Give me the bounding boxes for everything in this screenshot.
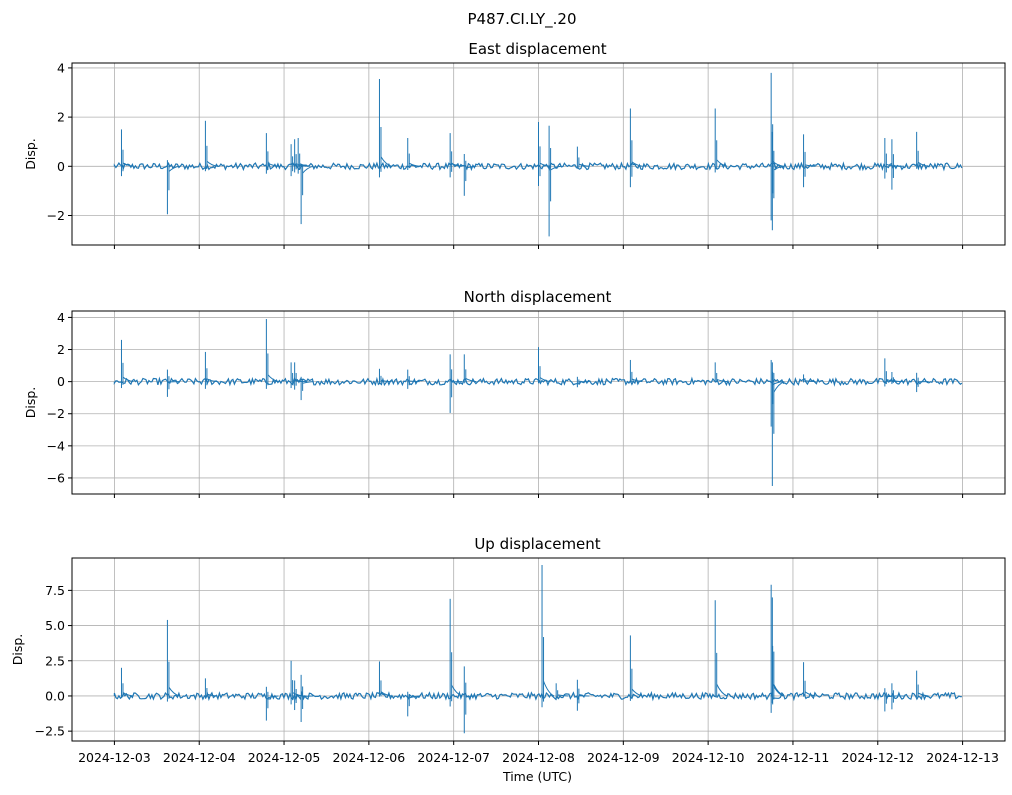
series-drift: [451, 381, 463, 383]
y-tick-label: 5.0: [45, 618, 65, 633]
series-drift: [267, 695, 279, 699]
x-tick-label: 2024-12-06: [333, 750, 406, 765]
series-drift: [302, 165, 314, 174]
series-drift: [122, 376, 134, 383]
subplot-3: 2024-12-03 2024-12-04 2024-12-05 2024-12-06…: [10, 535, 1006, 784]
series-drift: [206, 160, 218, 167]
y-tick-label: 2.5: [45, 653, 65, 668]
series-drift: [557, 694, 569, 697]
series-drift: [578, 163, 590, 167]
series-drift: [465, 695, 477, 698]
series-drift: [409, 380, 420, 383]
y-tick-label: −2: [47, 208, 65, 223]
series-drift: [206, 378, 218, 383]
x-tick-label: 2024-12-12: [841, 750, 914, 765]
y-tick-label: −2.5: [35, 724, 65, 739]
series-drift: [716, 683, 728, 697]
series-drift: [917, 161, 929, 167]
y-tick-label: 2: [57, 110, 65, 125]
panels: 4 2 0 −2 East displacement Disp. 4 2 0 −2 −4 −6 Nort…: [10, 40, 1006, 784]
series-drift: [122, 162, 134, 167]
x-tick-label: 2024-12-03: [78, 750, 151, 765]
x-tick-label: 2024-12-11: [757, 750, 830, 765]
series-drift: [773, 684, 785, 697]
series-drift: [380, 379, 392, 383]
grid: [72, 311, 1005, 494]
series-drift: [267, 162, 279, 167]
series-drift: [631, 378, 643, 383]
series-drift: [122, 692, 134, 697]
subplot-title: North displacement: [464, 288, 612, 306]
series-drift: [302, 695, 314, 698]
y-tick-label: −6: [47, 470, 65, 485]
series-drift: [292, 164, 304, 167]
series-drift: [451, 163, 463, 167]
series-drift: [804, 164, 816, 167]
ticks: [68, 316, 964, 498]
ticks: [68, 589, 964, 745]
series-drift: [893, 165, 904, 167]
series-drift: [917, 692, 929, 697]
y-tick-label: 4: [57, 60, 65, 75]
subplot-1: 4 2 0 −2 East displacement Disp.: [23, 40, 1006, 249]
x-tick-label: 2024-12-10: [672, 750, 745, 765]
series-drift: [631, 688, 643, 697]
series-drift: [773, 381, 785, 393]
series-drift: [267, 374, 279, 383]
series-drift: [408, 162, 420, 167]
x-tick-label: 2024-12-08: [502, 750, 575, 765]
series-baseline: [113, 161, 963, 172]
series-drift: [805, 380, 816, 383]
x-tick-label: 2024-12-05: [248, 750, 321, 765]
series-drift: [380, 691, 392, 697]
subplot-2: 4 2 0 −2 −4 −6 North displacement Disp.: [23, 288, 1006, 498]
y-tick-label: 0.0: [45, 688, 65, 703]
series-baseline: [113, 690, 962, 702]
y-tick-label: 7.5: [45, 583, 65, 598]
series-line: [113, 72, 963, 237]
y-tick-label: −4: [47, 438, 65, 453]
series-drift: [302, 381, 314, 384]
series-drift: [550, 165, 562, 171]
series-drift: [299, 163, 311, 167]
series-drift: [631, 161, 643, 167]
series-drift: [716, 378, 728, 383]
x-tick-label: 2024-12-09: [587, 750, 660, 765]
series-drift: [539, 377, 551, 383]
series-line: [113, 319, 963, 486]
series-drift: [893, 380, 904, 383]
series-drift: [804, 691, 816, 697]
y-axis-label: Disp.: [10, 634, 25, 666]
y-tick-label: −2: [47, 406, 65, 421]
series-baseline: [113, 376, 963, 387]
series-drift: [409, 695, 420, 699]
figure-title: P487.CI.LY_.20: [468, 10, 577, 29]
y-tick-label: 2: [57, 342, 65, 357]
series-drift: [773, 165, 785, 171]
y-tick-label: 4: [57, 310, 65, 325]
subplot-title: East displacement: [468, 40, 606, 58]
series-line: [113, 565, 962, 734]
y-axis-label: Disp.: [23, 138, 38, 170]
series-drift: [451, 684, 463, 697]
x-axis-label: Time (UTC): [502, 769, 572, 784]
series-drift: [168, 686, 180, 697]
ticks: [68, 67, 964, 249]
x-tick-label: 2024-12-13: [926, 750, 999, 765]
series-drift: [543, 680, 555, 697]
subplot-title: Up displacement: [474, 535, 600, 553]
grid: [72, 558, 1005, 741]
y-tick-label: 0: [57, 159, 65, 174]
series-drift: [465, 165, 477, 169]
series-drift: [168, 165, 180, 172]
y-tick-label: 0: [57, 374, 65, 389]
series-drift: [465, 377, 477, 383]
series-drift: [716, 159, 728, 167]
y-axis-label: Disp.: [23, 387, 38, 419]
x-tick-label: 2024-12-07: [417, 750, 490, 765]
series-drift: [206, 693, 218, 697]
series-drift: [380, 156, 392, 167]
x-tick-label: 2024-12-04: [163, 750, 236, 765]
